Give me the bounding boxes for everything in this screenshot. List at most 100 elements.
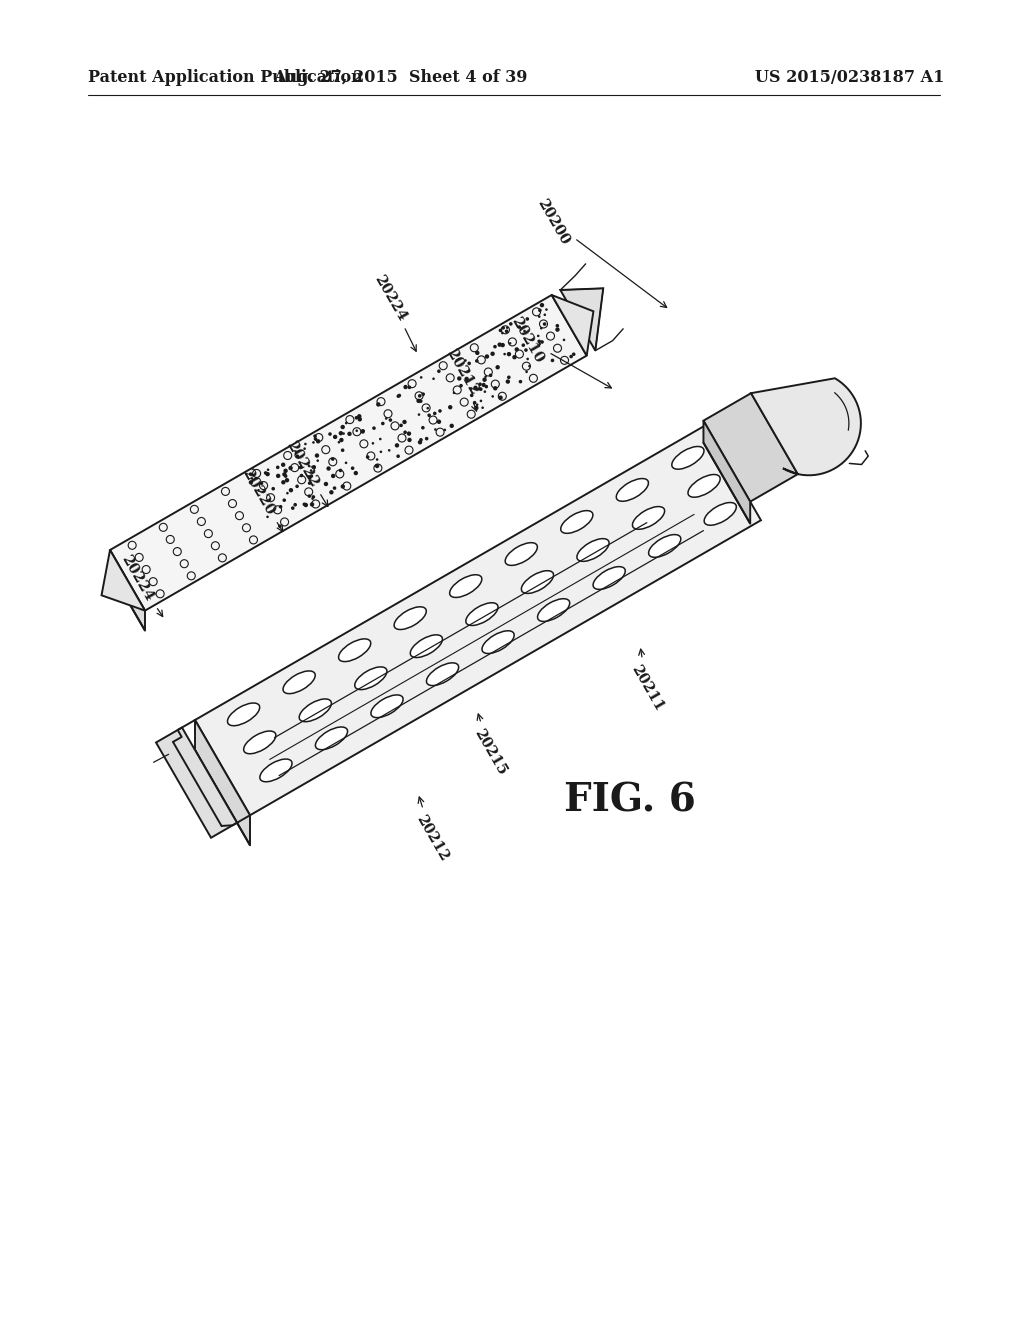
- Circle shape: [453, 392, 456, 395]
- Polygon shape: [110, 294, 587, 611]
- Circle shape: [355, 429, 358, 432]
- Circle shape: [526, 358, 529, 360]
- Circle shape: [541, 341, 544, 343]
- Ellipse shape: [450, 574, 482, 598]
- Ellipse shape: [371, 694, 403, 718]
- Circle shape: [265, 473, 269, 477]
- Circle shape: [426, 407, 429, 409]
- Circle shape: [342, 432, 345, 434]
- Circle shape: [271, 487, 275, 491]
- Text: 20224: 20224: [372, 272, 416, 351]
- Text: Aug. 27, 2015  Sheet 4 of 39: Aug. 27, 2015 Sheet 4 of 39: [272, 70, 527, 87]
- Text: 20215: 20215: [471, 714, 509, 777]
- Circle shape: [499, 329, 502, 333]
- Ellipse shape: [426, 663, 459, 685]
- Polygon shape: [101, 550, 145, 611]
- Circle shape: [517, 325, 521, 329]
- Circle shape: [475, 351, 479, 355]
- Circle shape: [347, 432, 351, 436]
- Circle shape: [289, 466, 293, 470]
- Circle shape: [523, 330, 525, 333]
- Circle shape: [502, 326, 505, 330]
- Circle shape: [311, 498, 313, 500]
- Circle shape: [488, 374, 493, 378]
- Circle shape: [501, 343, 505, 347]
- Circle shape: [483, 391, 486, 393]
- Circle shape: [540, 327, 543, 330]
- Circle shape: [389, 418, 392, 422]
- Circle shape: [540, 302, 544, 308]
- Ellipse shape: [411, 635, 442, 657]
- Circle shape: [380, 450, 382, 453]
- Ellipse shape: [648, 535, 681, 557]
- Ellipse shape: [633, 507, 665, 529]
- Circle shape: [388, 449, 390, 451]
- Circle shape: [499, 396, 503, 400]
- Circle shape: [293, 503, 297, 507]
- Circle shape: [402, 420, 407, 424]
- Circle shape: [340, 438, 343, 441]
- Text: Patent Application Publication: Patent Application Publication: [88, 70, 362, 87]
- Circle shape: [418, 440, 422, 445]
- Circle shape: [354, 416, 358, 420]
- Circle shape: [538, 339, 541, 343]
- Circle shape: [282, 480, 286, 484]
- Circle shape: [341, 484, 345, 488]
- Circle shape: [481, 384, 485, 387]
- Circle shape: [303, 447, 306, 450]
- Ellipse shape: [705, 503, 736, 525]
- Circle shape: [468, 370, 470, 372]
- Circle shape: [515, 347, 519, 351]
- Circle shape: [314, 453, 319, 458]
- Polygon shape: [110, 550, 145, 631]
- Circle shape: [476, 404, 478, 407]
- Circle shape: [331, 474, 336, 478]
- Circle shape: [357, 414, 361, 418]
- Ellipse shape: [538, 599, 569, 622]
- Circle shape: [311, 465, 316, 470]
- Circle shape: [376, 403, 381, 407]
- Circle shape: [294, 450, 297, 453]
- Circle shape: [498, 342, 502, 347]
- Circle shape: [366, 455, 370, 459]
- Circle shape: [372, 426, 376, 430]
- Circle shape: [484, 385, 488, 388]
- Circle shape: [339, 432, 343, 436]
- Circle shape: [408, 438, 412, 442]
- Circle shape: [286, 492, 289, 495]
- Polygon shape: [552, 294, 594, 355]
- Circle shape: [512, 355, 517, 359]
- Ellipse shape: [593, 566, 626, 589]
- Circle shape: [249, 480, 253, 484]
- Circle shape: [506, 326, 509, 329]
- Ellipse shape: [315, 727, 347, 750]
- Circle shape: [324, 482, 328, 486]
- Text: 20220: 20220: [240, 466, 283, 532]
- Circle shape: [361, 429, 365, 433]
- Circle shape: [551, 359, 554, 362]
- Circle shape: [281, 462, 286, 467]
- Ellipse shape: [577, 539, 609, 561]
- Circle shape: [267, 469, 269, 471]
- Circle shape: [443, 429, 446, 432]
- Circle shape: [339, 438, 344, 442]
- Ellipse shape: [283, 671, 315, 693]
- Circle shape: [482, 383, 485, 387]
- Text: 20211: 20211: [628, 649, 666, 714]
- Circle shape: [473, 385, 477, 389]
- Circle shape: [505, 330, 508, 333]
- Circle shape: [434, 428, 436, 430]
- Circle shape: [490, 351, 495, 356]
- Circle shape: [341, 425, 345, 429]
- Circle shape: [331, 457, 335, 461]
- Circle shape: [563, 339, 565, 341]
- Text: FIG. 6: FIG. 6: [564, 781, 696, 818]
- Circle shape: [375, 463, 379, 469]
- Circle shape: [260, 482, 263, 484]
- Circle shape: [264, 471, 267, 475]
- Polygon shape: [703, 393, 798, 502]
- Circle shape: [312, 441, 314, 444]
- Circle shape: [310, 502, 314, 507]
- Circle shape: [484, 385, 487, 388]
- Circle shape: [482, 378, 486, 381]
